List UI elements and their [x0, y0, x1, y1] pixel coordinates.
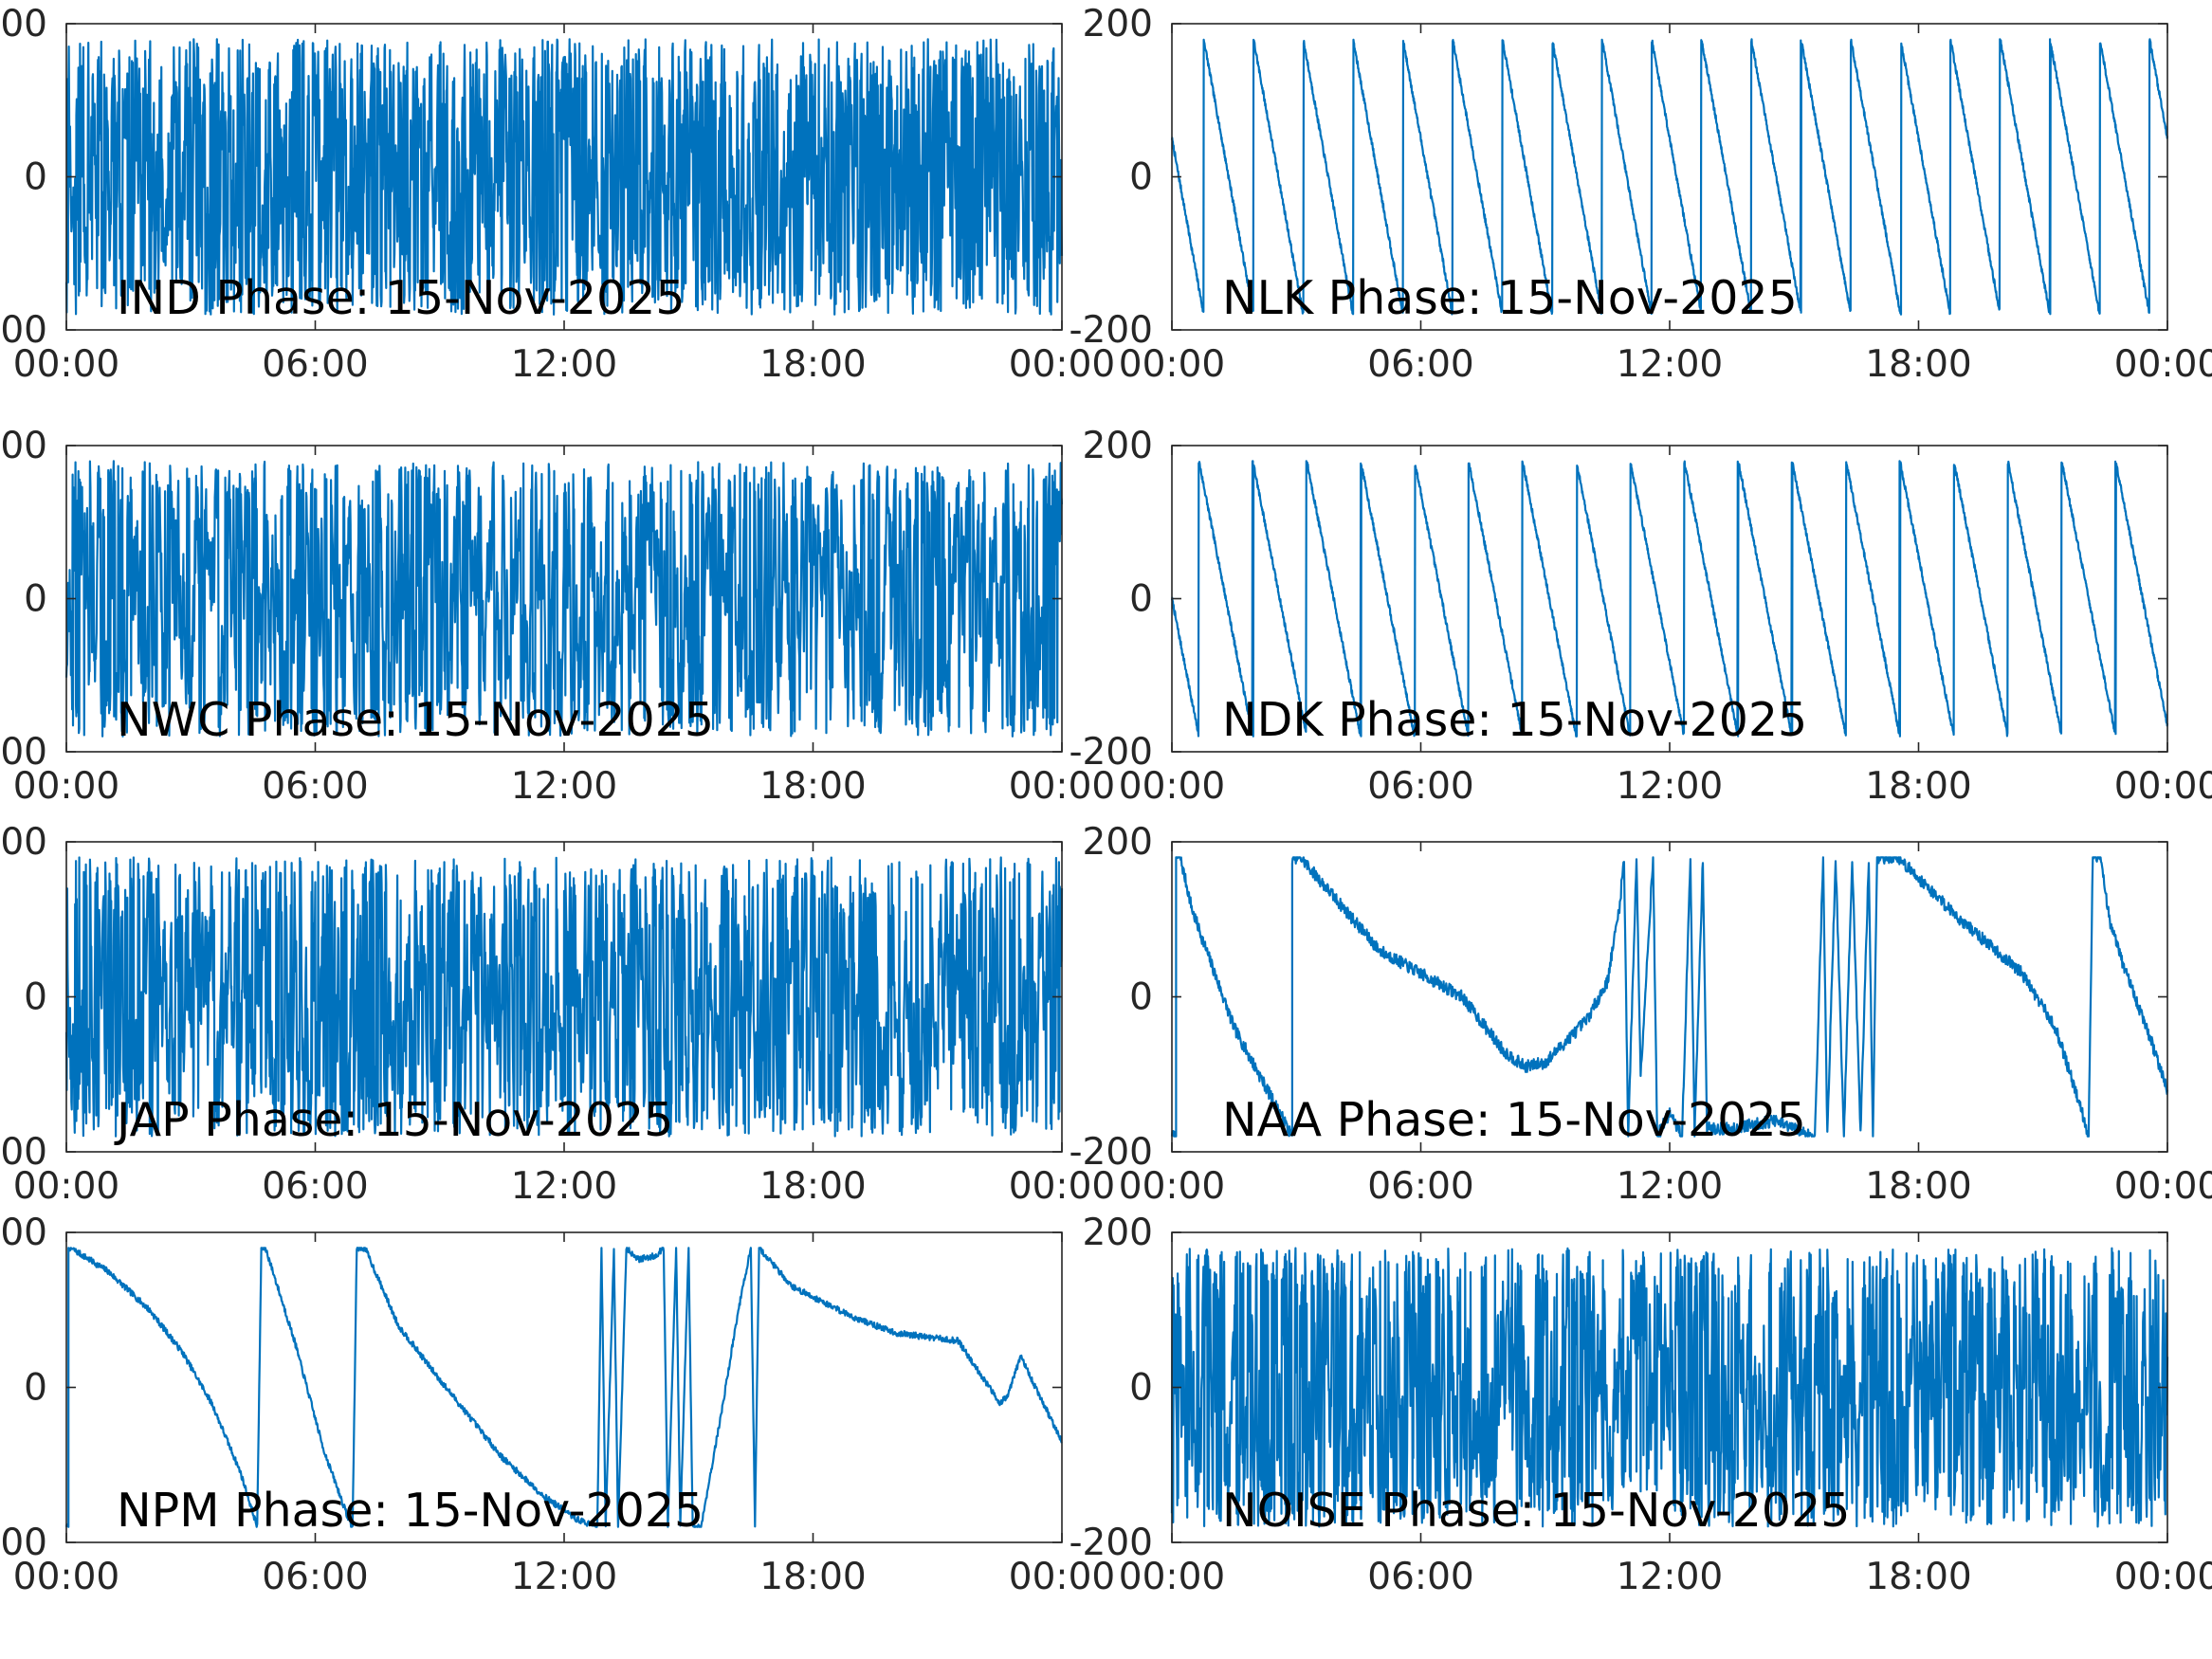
x-tick-label: 12:00: [511, 765, 617, 808]
x-tick-label: 06:00: [1367, 1165, 1473, 1208]
x-tick-label: 12:00: [511, 1556, 617, 1598]
x-tick-label: 00:00: [13, 765, 119, 808]
x-tick-label: 18:00: [759, 1556, 866, 1598]
y-tick-label: 200: [0, 821, 47, 864]
y-tick-label: 0: [24, 578, 47, 621]
x-tick-label: 00:00: [2114, 765, 2212, 808]
y-tick-label: 200: [0, 425, 47, 467]
x-tick-label: 12:00: [1617, 1556, 1723, 1598]
x-tick-label: 06:00: [262, 765, 368, 808]
x-tick-label: 00:00: [1009, 343, 1115, 386]
y-tick-label: 0: [1129, 1367, 1153, 1410]
y-tick-label: -200: [0, 731, 47, 774]
x-tick-label: 00:00: [2114, 343, 2212, 386]
x-tick-label: 06:00: [262, 1556, 368, 1598]
x-tick-label: 00:00: [13, 1165, 119, 1208]
y-tick-label: 200: [1083, 3, 1153, 46]
x-tick-label: 00:00: [1009, 765, 1115, 808]
x-tick-label: 06:00: [1367, 343, 1473, 386]
x-tick-label: 00:00: [1119, 1165, 1225, 1208]
plot-title-nlk: NLK Phase: 15-Nov-2025: [1222, 271, 1798, 325]
y-tick-label: 0: [1129, 156, 1153, 199]
plot-title-ind: IND Phase: 15-Nov-2025: [117, 271, 686, 325]
x-tick-label: 00:00: [1119, 343, 1225, 386]
y-tick-label: -200: [0, 309, 47, 352]
phase-series-line-naa: [1170, 856, 2169, 1138]
y-tick-label: -200: [1069, 731, 1153, 774]
x-tick-label: 18:00: [759, 765, 866, 808]
y-tick-label: 200: [0, 3, 47, 46]
x-tick-label: 18:00: [1865, 1556, 1971, 1598]
y-tick-label: -200: [1069, 1522, 1153, 1564]
y-tick-label: 0: [1129, 976, 1153, 1019]
y-tick-label: 0: [24, 976, 47, 1019]
x-tick-label: 00:00: [1119, 765, 1225, 808]
y-tick-label: 200: [0, 1212, 47, 1254]
phase-series-line-nlk: [1170, 38, 2169, 316]
plot-title-nwc: NWC Phase: 15-Nov-2025: [117, 693, 714, 747]
phase-series-line-npm: [64, 1247, 1063, 1528]
plot-title-npm: NPM Phase: 15-Nov-2025: [117, 1484, 704, 1538]
x-tick-label: 12:00: [1617, 1165, 1723, 1208]
x-tick-label: 18:00: [1865, 1165, 1971, 1208]
x-tick-label: 00:00: [13, 1556, 119, 1598]
y-tick-label: -200: [1069, 1131, 1153, 1174]
x-tick-label: 00:00: [2114, 1556, 2212, 1598]
x-tick-label: 00:00: [1009, 1556, 1115, 1598]
plot-title-jap: JAP Phase: 15-Nov-2025: [114, 1093, 673, 1147]
phase-series-line-ndk: [1170, 460, 2169, 738]
x-tick-label: 18:00: [1865, 343, 1971, 386]
x-tick-label: 12:00: [511, 1165, 617, 1208]
x-tick-label: 06:00: [1367, 1556, 1473, 1598]
y-tick-label: -200: [1069, 309, 1153, 352]
y-tick-label: 0: [24, 156, 47, 199]
y-tick-label: 200: [1083, 1212, 1153, 1254]
x-tick-label: 18:00: [1865, 765, 1971, 808]
y-tick-label: 0: [24, 1367, 47, 1410]
y-tick-label: -200: [0, 1522, 47, 1564]
x-tick-label: 00:00: [1119, 1556, 1225, 1598]
y-tick-label: -200: [0, 1131, 47, 1174]
x-tick-label: 06:00: [262, 1165, 368, 1208]
phase-series-line-ind: [64, 38, 1064, 316]
x-tick-label: 06:00: [262, 343, 368, 386]
x-tick-label: 06:00: [1367, 765, 1473, 808]
x-tick-label: 00:00: [2114, 1165, 2212, 1208]
x-tick-label: 12:00: [511, 343, 617, 386]
plot-title-naa: NAA Phase: 15-Nov-2025: [1222, 1093, 1806, 1147]
phase-series-line-jap: [64, 856, 1064, 1138]
x-tick-label: 00:00: [1009, 1165, 1115, 1208]
x-tick-label: 12:00: [1617, 765, 1723, 808]
x-tick-label: 18:00: [759, 1165, 866, 1208]
phase-series-line-noise: [1170, 1247, 2169, 1528]
y-tick-label: 200: [1083, 821, 1153, 864]
x-tick-label: 00:00: [13, 343, 119, 386]
y-tick-label: 0: [1129, 578, 1153, 621]
plot-title-ndk: NDK Phase: 15-Nov-2025: [1222, 693, 1807, 747]
x-tick-label: 18:00: [759, 343, 866, 386]
phase-series-line-nwc: [64, 460, 1064, 738]
y-tick-label: 200: [1083, 425, 1153, 467]
x-tick-label: 12:00: [1617, 343, 1723, 386]
plot-title-noise: NOISE Phase: 15-Nov-2025: [1222, 1484, 1850, 1538]
